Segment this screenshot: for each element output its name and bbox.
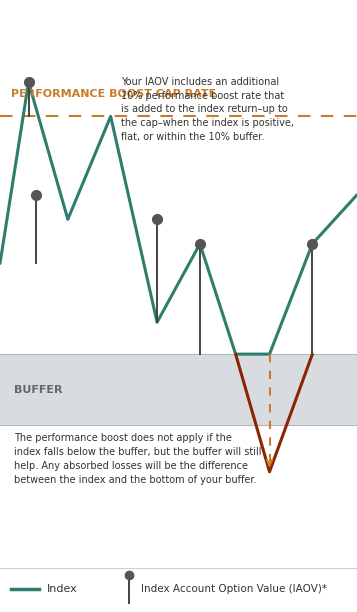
Text: BUFFER: BUFFER <box>14 385 63 395</box>
Text: Negative index change: Negative index change <box>11 538 243 556</box>
Text: Index Account Option Value (IAOV)*: Index Account Option Value (IAOV)* <box>141 584 327 594</box>
Text: PERFORMANCE BOOST CAP RATE: PERFORMANCE BOOST CAP RATE <box>11 89 216 99</box>
Bar <box>0 354 357 425</box>
Text: The performance boost does not apply if the
index falls below the buffer, but th: The performance boost does not apply if … <box>14 433 262 485</box>
Text: Index: Index <box>46 584 77 594</box>
Text: Positive index change: Positive index change <box>11 10 233 28</box>
Text: Your IAOV includes an additional
10% performance boost rate that
is added to the: Your IAOV includes an additional 10% per… <box>121 77 295 141</box>
